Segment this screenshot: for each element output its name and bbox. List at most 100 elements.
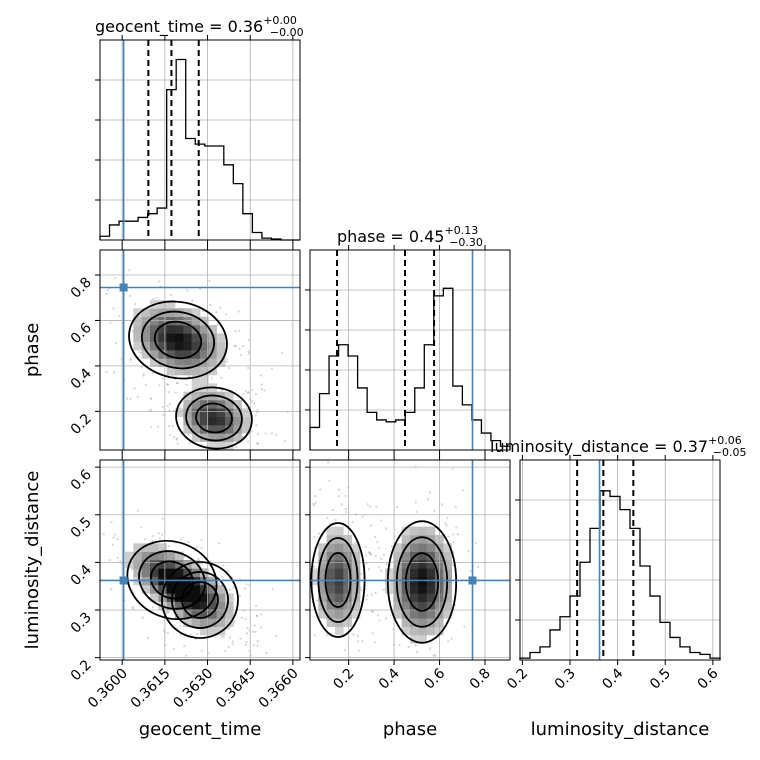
scatter-point xyxy=(368,552,372,556)
scatter-point xyxy=(166,382,169,386)
scatter-point xyxy=(452,563,455,567)
contour-line xyxy=(185,394,243,442)
scatter-point xyxy=(328,479,331,482)
scatter-point xyxy=(378,619,381,622)
scatter-point xyxy=(414,501,418,504)
density-cell xyxy=(191,375,201,384)
scatter-point xyxy=(118,314,121,317)
scatter-point xyxy=(102,533,105,536)
density-cell xyxy=(225,425,234,434)
histogram-geocent_time xyxy=(99,58,300,241)
scatter-point xyxy=(129,357,132,360)
scatter-point xyxy=(189,633,192,636)
scatter-point xyxy=(162,629,165,632)
title-geocent-time-text: geocent_time = xyxy=(95,17,228,37)
scatter-point xyxy=(108,558,111,562)
scatter-point xyxy=(126,397,129,400)
scatter-point xyxy=(256,640,259,643)
title-luminosity-distance-text: luminosity_distance = xyxy=(490,437,672,457)
scatter-point xyxy=(452,533,455,536)
density-cell xyxy=(166,325,176,334)
density-cell xyxy=(401,526,411,536)
scatter-point xyxy=(168,425,171,428)
scatter-point xyxy=(239,637,242,640)
density-cell xyxy=(241,425,251,434)
scatter-point xyxy=(131,605,134,609)
density-cell xyxy=(326,601,336,611)
scatter-point xyxy=(361,640,364,643)
scatter-point xyxy=(197,557,200,561)
scatter-point xyxy=(365,554,368,557)
density-cell xyxy=(401,601,411,611)
scatter-point xyxy=(240,616,244,619)
contour-line xyxy=(161,561,239,639)
density-cell xyxy=(241,416,251,426)
density-cell xyxy=(225,610,234,619)
density-cell xyxy=(133,308,142,317)
scatter-point xyxy=(463,625,466,628)
density-cell xyxy=(335,560,344,569)
scatter-point xyxy=(233,620,236,623)
density-cell xyxy=(191,350,201,359)
scatter-point xyxy=(374,641,377,644)
density-cell xyxy=(410,610,419,619)
density-cell xyxy=(410,568,419,577)
scatter-point xyxy=(207,652,210,655)
density-cell xyxy=(216,333,226,342)
scatter-point xyxy=(441,503,444,506)
density-cell xyxy=(426,593,436,602)
scatter-point xyxy=(428,491,432,494)
scatter-point xyxy=(317,532,321,535)
scatter-point xyxy=(200,538,203,542)
density-cell xyxy=(175,568,184,577)
title-phase-minus: −0.30 xyxy=(449,236,483,249)
density-cell xyxy=(183,316,192,326)
density-cell xyxy=(158,333,167,342)
marks-layer xyxy=(99,40,721,660)
scatter-point xyxy=(256,442,259,445)
scatter-point xyxy=(377,547,380,550)
scatter-point xyxy=(357,649,360,652)
scatter-point xyxy=(232,586,235,589)
scatter-point xyxy=(220,376,223,379)
scatter-point xyxy=(142,374,145,377)
density-cell xyxy=(418,526,427,536)
scatter-point xyxy=(200,546,203,550)
scatter-point xyxy=(396,505,399,509)
xlabel-geocent-time: geocent_time xyxy=(139,719,262,740)
density-cell xyxy=(183,325,192,334)
truth-marker xyxy=(119,283,128,292)
scatter-point xyxy=(142,372,145,376)
scatter-point xyxy=(366,503,369,506)
density-cell xyxy=(150,560,159,569)
scatter-point xyxy=(433,509,436,513)
density-cell xyxy=(208,618,217,627)
contour-line xyxy=(126,539,218,621)
scatter-point xyxy=(188,441,191,445)
scatter-point xyxy=(247,391,250,394)
density-cell xyxy=(183,425,192,434)
scatter-point xyxy=(168,611,171,614)
scatter-point xyxy=(337,488,341,491)
density-cell xyxy=(418,535,427,544)
scatter-point xyxy=(166,610,169,614)
scatter-point xyxy=(137,350,141,353)
density-cell xyxy=(150,350,159,359)
scatter-point xyxy=(176,381,179,385)
density-cell xyxy=(343,543,352,552)
scatter-point xyxy=(446,640,450,643)
density-cell xyxy=(310,568,319,577)
scatter-point xyxy=(225,313,228,316)
scatter-point xyxy=(270,367,274,370)
density-cell xyxy=(326,551,336,561)
scatter-point xyxy=(169,402,172,405)
density-cell xyxy=(208,416,217,426)
density-cell xyxy=(133,543,142,552)
density-cell xyxy=(335,585,344,594)
density-cell xyxy=(166,568,176,577)
scatter-point xyxy=(220,575,223,579)
scatter-point xyxy=(161,517,164,520)
scatter-point xyxy=(109,321,112,324)
x-tick-label: 0.3600 xyxy=(85,666,131,712)
scatter-point xyxy=(175,437,178,440)
